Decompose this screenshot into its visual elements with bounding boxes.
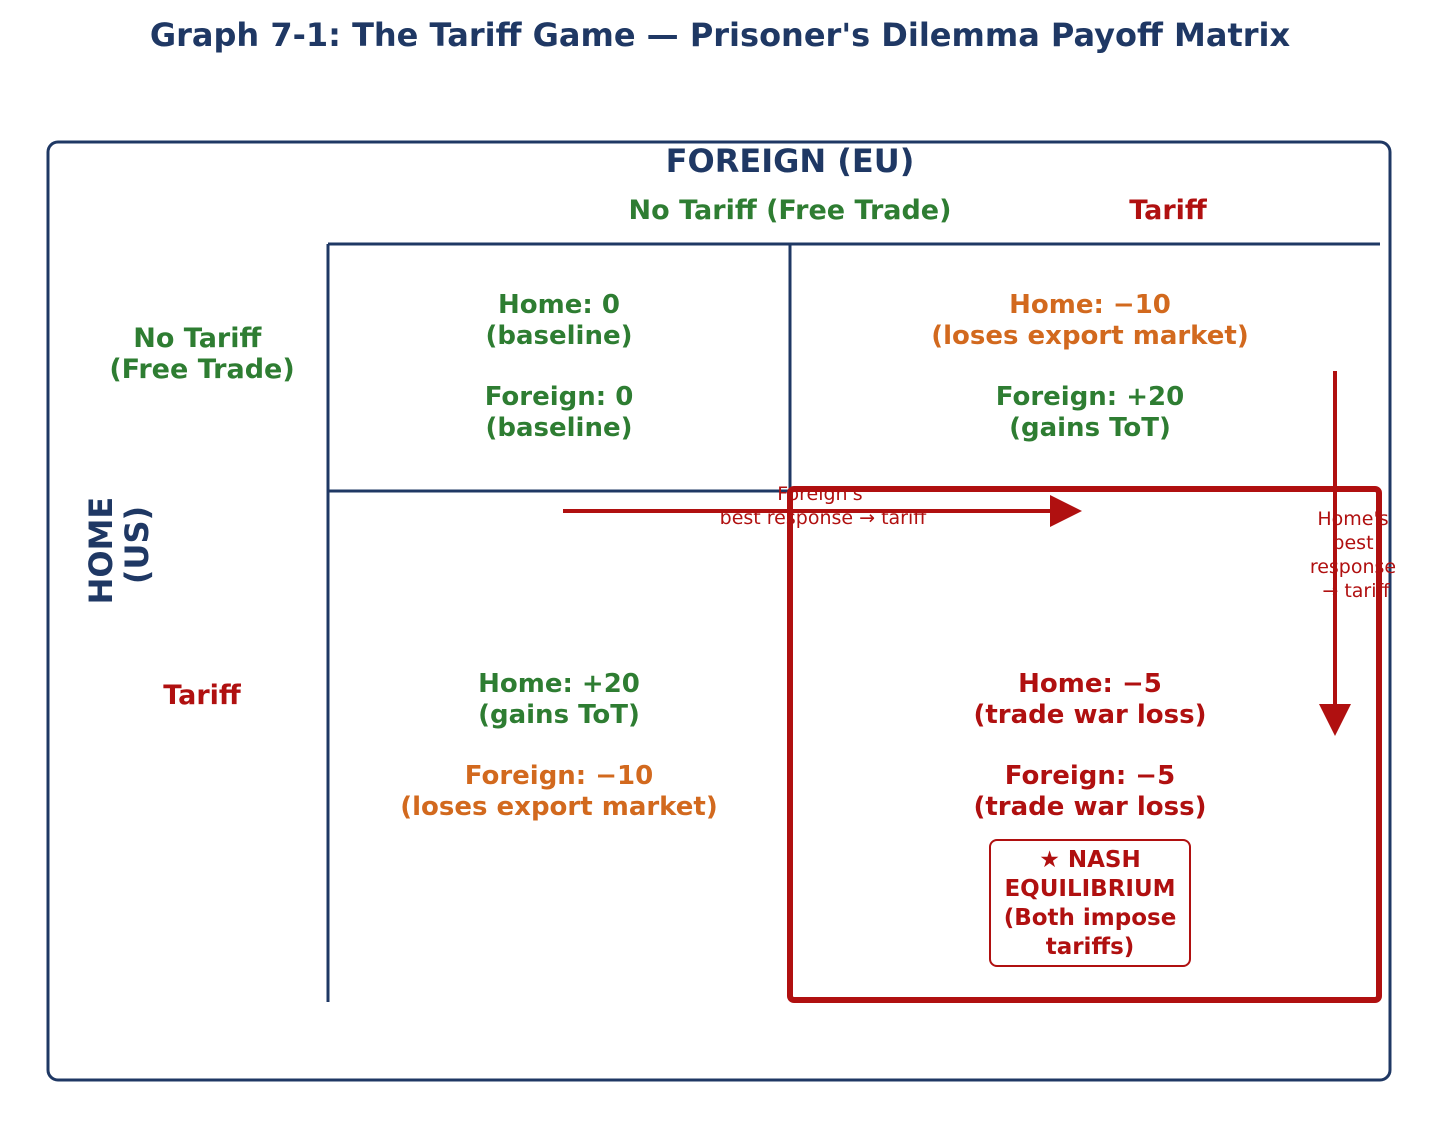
cell-nt-t-foreign-note: (gains ToT) (1009, 413, 1171, 443)
outer-frame (46, 140, 1392, 1082)
nash-line-2: EQUILIBRIUM (1004, 876, 1175, 902)
cell-t-nt-home-note: (gains ToT) (478, 700, 640, 730)
home-player-label: HOME (US) (82, 486, 156, 605)
cell-nt-nt-home-note: (baseline) (486, 321, 633, 351)
home-strategy-tariff: Tariff (163, 680, 242, 711)
home-best-response-line2: best (1332, 532, 1373, 554)
foreign-best-response-line1: Foreign's (777, 483, 862, 505)
home-player-label-line1: HOME (82, 497, 120, 605)
foreign-best-response-line2: best response → tariff (720, 507, 928, 529)
cell-tariff-no-tariff: Home: +20 (gains ToT) Foreign: −10 (lose… (400, 669, 717, 822)
cell-t-t-foreign-note: (trade war loss) (973, 792, 1206, 822)
home-strategy-no-tariff-line2: (Free Trade) (109, 354, 294, 385)
cell-nt-t-foreign-value: Foreign: +20 (996, 382, 1184, 412)
home-best-response-line3: response (1310, 556, 1396, 578)
home-strategy-no-tariff: No Tariff (Free Trade) (109, 323, 294, 385)
home-best-response-line1: Home's (1317, 508, 1388, 530)
cell-t-nt-home-value: Home: +20 (478, 669, 640, 699)
home-strategy-no-tariff-line1: No Tariff (133, 323, 262, 354)
nash-badge-text: ★ NASH EQUILIBRIUM (Both impose tariffs) (1004, 847, 1177, 960)
cell-t-t-foreign-value: Foreign: −5 (1005, 761, 1175, 791)
cell-no-tariff-no-tariff: Home: 0 (baseline) Foreign: 0 (baseline) (485, 290, 634, 443)
home-best-response-line4: → tariff (1322, 580, 1390, 602)
cell-t-nt-foreign-note: (loses export market) (400, 792, 717, 822)
cell-t-t-home-note: (trade war loss) (973, 700, 1206, 730)
foreign-player-label: FOREIGN (EU) (666, 142, 915, 180)
foreign-strategy-tariff: Tariff (1129, 195, 1208, 226)
nash-badge-box (989, 839, 1191, 967)
home-best-response-label: Home's best response → tariff (1310, 508, 1402, 602)
cell-nt-nt-home-value: Home: 0 (498, 290, 620, 320)
cell-nt-nt-foreign-note: (baseline) (486, 413, 633, 443)
cell-t-t-home-value: Home: −5 (1018, 669, 1162, 699)
cell-nt-t-home-note: (loses export market) (931, 321, 1248, 351)
cell-nt-t-home-value: Home: −10 (1009, 290, 1171, 320)
nash-line-4: tariffs) (1046, 934, 1135, 960)
cell-no-tariff-tariff: Home: −10 (loses export market) Foreign:… (931, 290, 1248, 443)
cell-tariff-tariff: Home: −5 (trade war loss) Foreign: −5 (t… (973, 669, 1206, 822)
cell-nt-nt-foreign-value: Foreign: 0 (485, 382, 634, 412)
nash-line-1: ★ NASH (1039, 847, 1141, 873)
foreign-best-response-label: Foreign's best response → tariff (720, 483, 928, 529)
foreign-strategy-no-tariff: No Tariff (Free Trade) (629, 195, 952, 226)
nash-highlight-box (787, 486, 1382, 1003)
cell-t-nt-foreign-value: Foreign: −10 (465, 761, 653, 791)
diagram-title: Graph 7-1: The Tariff Game — Prisoner's … (150, 16, 1291, 54)
home-player-label-line2: (US) (118, 506, 156, 584)
nash-line-3: (Both impose (1004, 905, 1177, 931)
